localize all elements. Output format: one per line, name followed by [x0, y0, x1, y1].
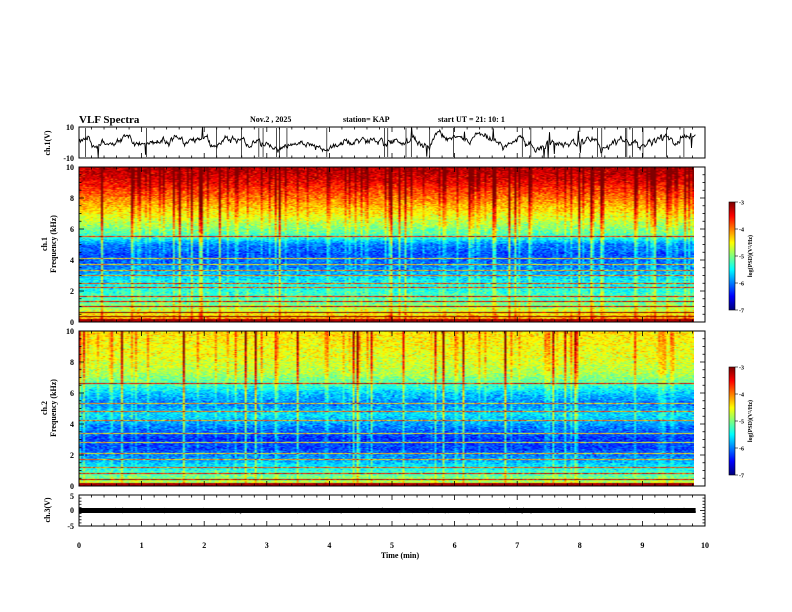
- x-axis-label: Time (min): [381, 551, 420, 560]
- ch1-waveform-panel: 10 -10 ch.1(V): [43, 123, 706, 163]
- colorbar-tick-label: -7: [739, 309, 744, 315]
- ch1-ylabel: ch.1(V): [43, 130, 52, 155]
- colorbar-tick-label: -4: [739, 228, 744, 234]
- spec-ytick-label: 10: [66, 163, 74, 172]
- waveform-trace: [78, 127, 696, 158]
- x-tick-label: 4: [327, 541, 331, 550]
- ch2-spec-ticks: [78, 330, 706, 487]
- ch1-colorbar-ticks: -3 -4 -5 -6 -7: [735, 201, 744, 315]
- ch1-ytick-top: 10: [66, 123, 74, 132]
- spec-ytick-label: 2: [70, 287, 74, 296]
- ch1-spec-ytick-labels: 0 2 4 6 8 10: [66, 163, 74, 327]
- ch2-spec-ylabel-1: ch.2: [40, 401, 49, 415]
- spec-ytick-label: 6: [70, 225, 74, 234]
- colorbar-tick-label: -3: [739, 201, 744, 207]
- spec-ytick-label: 0: [70, 482, 74, 491]
- ch3-waveform-line: [78, 506, 697, 515]
- ch1-ytick-bottom: -10: [63, 154, 74, 163]
- start-time-label: start UT = 21: 10: 1: [438, 115, 505, 124]
- spec-ytick-label: 0: [70, 318, 74, 327]
- colorbar-tick-label: -5: [739, 420, 744, 426]
- x-tick-label: 3: [265, 541, 269, 550]
- ch3-ytick-top: 5: [70, 492, 74, 501]
- ch2-colorbar: [729, 367, 735, 475]
- ch2-colorbar-label: log(PSD)(V²/Hz): [747, 400, 754, 442]
- x-tick-labels: 0 1 2 3 4 5 6 7 8 9 10: [77, 541, 709, 550]
- spec-ytick-label: 2: [70, 451, 74, 460]
- ch3-waveform-panel: 5 0 -5 ch.3(V): [43, 492, 706, 531]
- ch3-band: [79, 508, 696, 513]
- x-tick-label: 8: [578, 541, 582, 550]
- ch3-ticks: [78, 494, 706, 527]
- spec-ytick-label: 4: [70, 420, 74, 429]
- x-tick-label: 2: [202, 541, 206, 550]
- ch1-spec-ticks: [78, 166, 706, 323]
- ch3-ytick-bottom: -5: [67, 522, 74, 531]
- x-tick-label: 10: [701, 541, 709, 550]
- spec-ytick-label: 8: [70, 194, 74, 203]
- ch2-spec-ylabel-2: Frequency (kHz): [49, 379, 58, 437]
- colorbar-tick-label: -7: [739, 474, 744, 480]
- colorbar-tick-label: -3: [739, 366, 744, 372]
- date-label: Nov.2 , 2025: [250, 115, 291, 124]
- ch1-spectrogram-image: [79, 167, 694, 322]
- spec-ytick-label: 10: [66, 327, 74, 336]
- spec-ytick-label: 4: [70, 256, 74, 265]
- ch1-minor-ticks: [78, 127, 706, 158]
- colorbar-tick-label: -4: [739, 393, 744, 399]
- colorbar-tick-label: -6: [739, 447, 744, 453]
- ch1-colorbar: [729, 202, 735, 310]
- x-tick-label: 9: [640, 541, 644, 550]
- ch2-colorbar-ticks: -3 -4 -5 -6 -7: [735, 366, 744, 480]
- ch3-ylabel: ch.3(V): [43, 497, 52, 522]
- colorbar-tick-label: -5: [739, 255, 744, 261]
- x-tick-label: 7: [515, 541, 519, 550]
- spec-ytick-label: 8: [70, 358, 74, 367]
- chart-title: VLF Spectra: [79, 114, 140, 126]
- x-tick-label: 1: [140, 541, 144, 550]
- ch3-ytick-mid: 0: [70, 506, 74, 515]
- ch1-spec-ylabel-2: Frequency (kHz): [49, 215, 58, 273]
- ch2-spec-ytick-labels: 0 2 4 6 8 10: [66, 327, 74, 491]
- ch1-colorbar-label: log(PSD)(V²/Hz): [747, 235, 754, 277]
- ch1-waveform-line: [78, 127, 696, 158]
- x-tick-label: 5: [390, 541, 394, 550]
- ch2-spectrogram-image: [79, 331, 694, 486]
- ch1-spec-ylabel-1: ch.1: [40, 237, 49, 251]
- station-label: station= KAP: [343, 115, 390, 124]
- spec-ytick-label: 6: [70, 389, 74, 398]
- x-tick-label: 6: [453, 541, 457, 550]
- colorbar-tick-label: -6: [739, 282, 744, 288]
- x-tick-label: 0: [77, 541, 81, 550]
